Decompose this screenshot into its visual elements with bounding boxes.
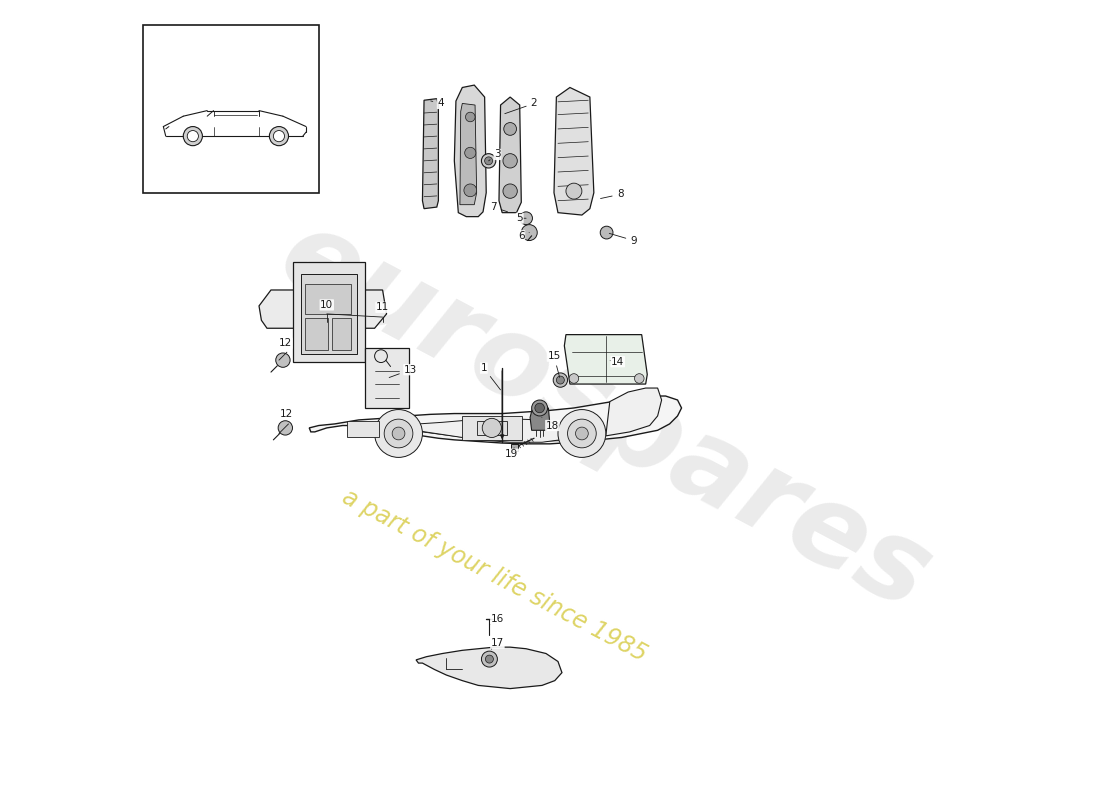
- Text: 10: 10: [320, 300, 333, 310]
- Circle shape: [464, 147, 476, 158]
- Text: 15: 15: [548, 351, 561, 378]
- Circle shape: [565, 183, 582, 199]
- Circle shape: [635, 374, 645, 383]
- Circle shape: [569, 374, 579, 383]
- Text: 5: 5: [516, 214, 526, 223]
- Bar: [462, 416, 522, 440]
- Circle shape: [276, 353, 290, 367]
- Polygon shape: [422, 426, 597, 442]
- Text: 19: 19: [505, 448, 518, 459]
- Text: 8: 8: [601, 190, 624, 199]
- Text: 7: 7: [491, 202, 507, 212]
- Circle shape: [575, 427, 589, 440]
- Circle shape: [485, 655, 494, 663]
- Text: 11: 11: [376, 302, 389, 312]
- Circle shape: [601, 226, 613, 239]
- Polygon shape: [606, 388, 661, 436]
- Circle shape: [482, 154, 496, 168]
- Circle shape: [278, 421, 293, 435]
- Circle shape: [531, 400, 548, 416]
- Circle shape: [384, 419, 412, 448]
- Text: 17: 17: [491, 638, 504, 649]
- Circle shape: [485, 157, 493, 165]
- Circle shape: [270, 126, 288, 146]
- Circle shape: [521, 225, 537, 241]
- Text: 3: 3: [488, 150, 501, 161]
- Polygon shape: [530, 408, 550, 430]
- Polygon shape: [309, 396, 682, 444]
- Text: 9: 9: [609, 234, 637, 246]
- Circle shape: [392, 427, 405, 440]
- Circle shape: [465, 112, 475, 122]
- Circle shape: [558, 410, 606, 458]
- Polygon shape: [510, 444, 518, 451]
- Circle shape: [503, 184, 517, 198]
- Circle shape: [482, 418, 502, 438]
- Text: 13: 13: [389, 365, 417, 378]
- Circle shape: [504, 122, 517, 135]
- Text: 14: 14: [610, 357, 625, 366]
- Text: 12: 12: [278, 338, 292, 348]
- Text: 1: 1: [481, 363, 500, 390]
- Circle shape: [568, 419, 596, 448]
- Polygon shape: [416, 647, 562, 689]
- Bar: [143, 26, 319, 193]
- Text: a part of your life since 1985: a part of your life since 1985: [338, 485, 650, 666]
- Text: 12: 12: [280, 409, 294, 419]
- Bar: [294, 262, 365, 362]
- Circle shape: [375, 410, 422, 458]
- Polygon shape: [407, 419, 565, 442]
- Polygon shape: [499, 97, 521, 213]
- Circle shape: [482, 651, 497, 667]
- Polygon shape: [564, 334, 647, 384]
- Bar: [306, 284, 351, 314]
- Bar: [476, 421, 507, 435]
- Circle shape: [274, 130, 285, 142]
- Polygon shape: [554, 87, 594, 215]
- Text: eurospares: eurospares: [262, 198, 949, 634]
- Circle shape: [187, 130, 198, 142]
- Text: 2: 2: [505, 98, 538, 114]
- Circle shape: [464, 184, 476, 197]
- Text: 6: 6: [518, 230, 529, 241]
- Bar: [306, 318, 328, 350]
- Bar: [301, 274, 358, 354]
- Polygon shape: [460, 103, 476, 205]
- Bar: [331, 318, 351, 350]
- Polygon shape: [258, 290, 386, 328]
- Circle shape: [553, 373, 568, 387]
- Text: 18: 18: [542, 418, 559, 430]
- Circle shape: [535, 403, 544, 413]
- Circle shape: [557, 376, 564, 384]
- Circle shape: [184, 126, 202, 146]
- Polygon shape: [454, 85, 486, 217]
- Polygon shape: [422, 98, 439, 209]
- Circle shape: [503, 154, 517, 168]
- Circle shape: [519, 212, 532, 225]
- Text: 4: 4: [431, 98, 444, 109]
- Text: 16: 16: [490, 614, 504, 625]
- Bar: [365, 348, 409, 408]
- Bar: [346, 421, 378, 437]
